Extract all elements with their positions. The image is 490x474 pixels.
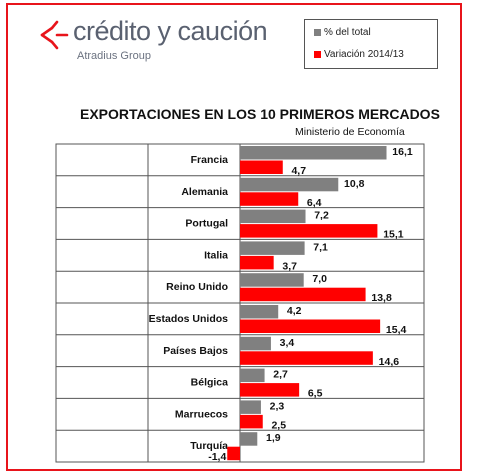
category-label: Bélgica [191, 377, 229, 389]
legend-label-share: % del total [324, 27, 371, 38]
category-label: Estados Unidos [149, 313, 229, 325]
bar-variation [227, 446, 240, 461]
bar-share [240, 432, 258, 446]
bar-share [240, 305, 279, 319]
data-label-variation: 15,1 [383, 229, 404, 241]
data-label-variation: 6,4 [307, 197, 322, 209]
data-label-variation: 15,4 [386, 324, 407, 336]
data-label-variation: -1,4 [208, 451, 226, 463]
data-label-variation: 4,7 [291, 165, 306, 177]
bar-variation [240, 351, 373, 365]
legend-swatch-share [314, 28, 321, 36]
bar-variation [240, 224, 378, 238]
legend-swatch-variation [314, 50, 321, 58]
category-label: Francia [191, 154, 229, 166]
bar-share [240, 146, 387, 160]
data-label-share: 7,1 [313, 241, 328, 253]
data-label-share: 1,9 [266, 432, 281, 444]
bar-share [240, 368, 265, 383]
bar-share [240, 177, 339, 192]
data-label-share: 2,3 [270, 400, 285, 412]
bar-variation [240, 383, 300, 397]
data-label-variation: 3,7 [282, 260, 297, 272]
data-label-share: 2,7 [273, 369, 288, 381]
data-label-variation: 2,5 [271, 419, 286, 431]
data-label-share: 7,2 [314, 210, 329, 222]
bar-share [240, 336, 271, 351]
data-label-share: 16,1 [392, 146, 413, 158]
brand-name: crédito y caución [73, 16, 268, 46]
category-label: Italia [204, 249, 228, 261]
category-label: Alemania [181, 186, 228, 198]
chart-title: EXPORTACIONES EN LOS 10 PRIMEROS MERCADO… [80, 106, 440, 122]
brand-tagline: Atradius Group [77, 50, 151, 62]
chart-subtitle: Ministerio de Economía [295, 126, 405, 138]
bar-share [240, 273, 304, 287]
data-label-share: 7,0 [312, 273, 327, 285]
legend-label-variation: Variación 2014/13 [324, 49, 404, 60]
data-label-variation: 14,6 [379, 356, 400, 368]
bar-share [240, 209, 306, 224]
category-label: Marruecos [175, 408, 228, 420]
bar-variation [240, 192, 299, 206]
bar-share [240, 241, 305, 255]
bar-variation [240, 414, 263, 429]
category-label: Países Bajos [163, 345, 228, 357]
data-label-variation: 13,8 [371, 292, 392, 304]
category-label: Portugal [185, 218, 228, 230]
category-label: Reino Unido [166, 281, 228, 293]
brand-mark-icon [40, 20, 69, 50]
bar-variation [240, 287, 366, 302]
legend-item-variation: Variación 2014/13 [314, 49, 404, 60]
chart-frame [6, 3, 462, 471]
chart-legend: % del total Variación 2014/13 [304, 19, 438, 69]
data-label-share: 4,2 [287, 305, 302, 317]
bar-variation [240, 319, 381, 333]
bar-variation [240, 160, 283, 174]
bar-share [240, 400, 261, 414]
legend-item-share: % del total [314, 27, 371, 38]
category-label: Turquía [190, 440, 228, 452]
data-label-variation: 6,5 [308, 388, 323, 400]
bar-variation [240, 255, 274, 270]
data-label-share: 10,8 [344, 178, 365, 190]
data-label-share: 3,4 [280, 337, 295, 349]
